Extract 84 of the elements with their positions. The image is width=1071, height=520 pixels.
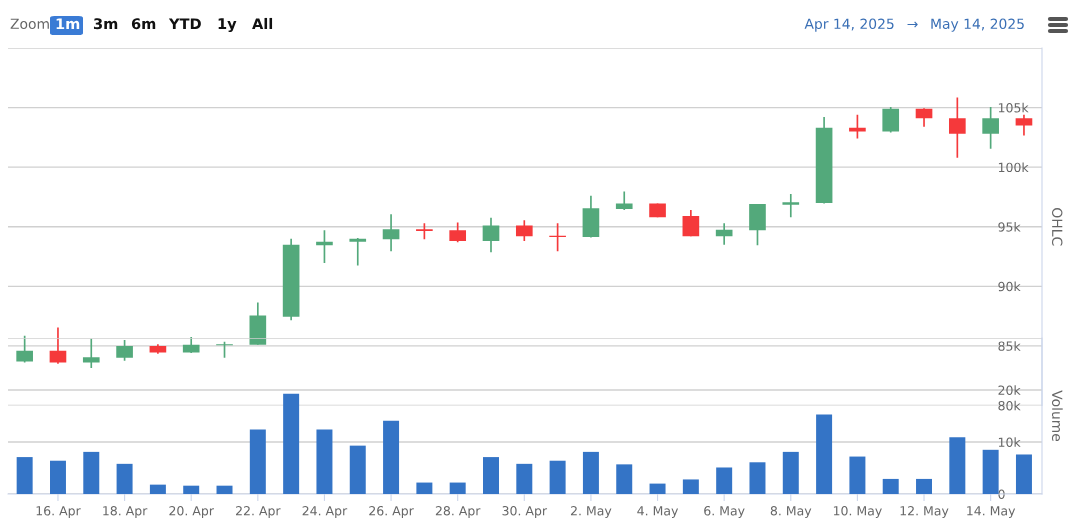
y-axis-title: OHLC xyxy=(1051,208,1063,246)
x-tick-label: 30. Apr xyxy=(502,506,548,518)
bar xyxy=(216,485,233,494)
x-tick-label: 20. Apr xyxy=(169,506,214,518)
bar xyxy=(16,457,33,494)
bar xyxy=(383,420,400,494)
bar xyxy=(116,463,133,494)
text: Apr 14, 2025 xyxy=(804,18,894,32)
text: → xyxy=(907,21,918,28)
x-tick-label: 4. May xyxy=(637,506,679,518)
candlestick xyxy=(16,334,33,364)
bar xyxy=(483,457,499,494)
candlestick xyxy=(382,213,400,253)
text: Zoom xyxy=(10,18,49,30)
x-tick-label: 22. Apr xyxy=(236,506,281,518)
candlestick xyxy=(782,193,800,219)
bar xyxy=(449,482,466,494)
candlestick xyxy=(615,190,633,211)
bar xyxy=(916,478,933,494)
bar xyxy=(1015,454,1032,494)
bar xyxy=(782,451,799,494)
bar xyxy=(616,464,633,494)
text: 3m xyxy=(93,18,118,30)
y-tick-label: 80k xyxy=(998,400,1021,411)
y-tick-label: 0 xyxy=(998,489,1005,499)
bar xyxy=(249,429,266,494)
y-tick-label: 10k xyxy=(998,437,1021,447)
text: YTD xyxy=(168,18,201,30)
bar xyxy=(649,483,666,494)
y-tick-label: 105k xyxy=(998,102,1029,113)
x-tick-label: 2. May xyxy=(570,506,612,518)
y-axis-title: Volume xyxy=(1051,390,1063,442)
candlestick xyxy=(915,107,933,128)
candlestick xyxy=(982,106,999,150)
x-tick-label: 16. Apr xyxy=(36,506,81,518)
candlestick xyxy=(1015,113,1033,137)
bar xyxy=(682,479,699,494)
bar xyxy=(716,467,733,494)
text: 6m xyxy=(131,18,156,30)
candlestick xyxy=(116,339,133,362)
candlestick xyxy=(49,326,67,365)
x-tick-label: 8. May xyxy=(770,506,812,518)
bar xyxy=(582,451,599,494)
x-tick-label: 26. Apr xyxy=(369,506,414,518)
bar xyxy=(749,462,766,494)
bar xyxy=(849,456,866,494)
y-tick-label: 100k xyxy=(998,162,1029,173)
bar xyxy=(882,478,899,494)
y-tick-label: 85k xyxy=(998,341,1021,351)
y-tick-label: 95k xyxy=(998,222,1021,232)
candlestick xyxy=(515,219,533,242)
y-tick-label: 20k xyxy=(998,385,1021,395)
x-tick-label: 12. May xyxy=(900,506,949,518)
bar xyxy=(816,414,833,494)
candlestick xyxy=(482,216,500,254)
bar xyxy=(183,485,200,494)
bar xyxy=(83,451,100,494)
x-tick-label: 14. May xyxy=(967,506,1016,518)
bar xyxy=(149,484,166,494)
x-tick-label: 10. May xyxy=(833,506,882,518)
candlestick xyxy=(349,237,367,267)
candlestick xyxy=(682,209,700,238)
bar xyxy=(349,445,366,494)
candlestick xyxy=(449,221,467,244)
candlestick xyxy=(82,337,100,369)
x-tick-label: 6. May xyxy=(704,506,745,518)
text: 1y xyxy=(218,18,237,33)
bar xyxy=(416,482,433,494)
bar xyxy=(949,437,966,494)
x-tick-label: 18. Apr xyxy=(103,506,148,518)
text: All xyxy=(252,17,273,30)
text: May 14, 2025 xyxy=(931,18,1024,32)
candlestick xyxy=(949,96,966,159)
y-tick-label: 90k xyxy=(998,281,1021,292)
bar xyxy=(49,460,66,494)
text: 1m xyxy=(56,18,80,30)
bar xyxy=(982,449,999,494)
bar xyxy=(516,463,533,494)
x-tick-label: 28. Apr xyxy=(435,506,481,518)
bar xyxy=(316,429,333,494)
bar xyxy=(549,460,566,494)
candlestick xyxy=(882,106,900,134)
bar xyxy=(283,393,300,494)
x-tick-label: 24. Apr xyxy=(302,506,348,518)
